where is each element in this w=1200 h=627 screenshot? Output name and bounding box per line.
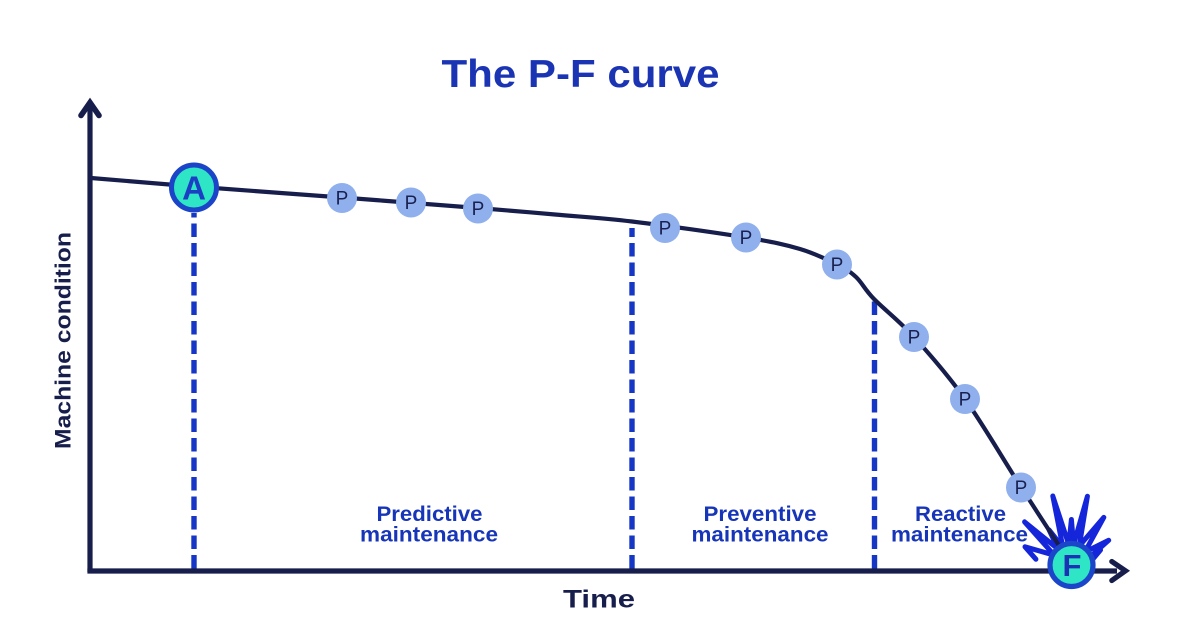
svg-text:F: F (1063, 548, 1082, 583)
svg-text:P: P (336, 189, 349, 210)
svg-text:Reactive: Reactive (915, 502, 1006, 526)
svg-text:maintenance: maintenance (891, 523, 1028, 547)
svg-text:A: A (182, 170, 206, 207)
svg-text:P: P (959, 390, 972, 411)
svg-text:P: P (659, 219, 672, 240)
svg-text:The P-F curve: The P-F curve (442, 53, 720, 96)
svg-text:maintenance: maintenance (360, 523, 498, 547)
svg-text:Predictive: Predictive (377, 502, 483, 526)
svg-text:P: P (472, 199, 485, 220)
svg-text:maintenance: maintenance (692, 523, 829, 547)
svg-text:P: P (908, 328, 921, 349)
svg-text:Preventive: Preventive (704, 502, 817, 526)
svg-text:P: P (740, 228, 753, 249)
svg-text:P: P (405, 193, 418, 214)
svg-text:Machine condition: Machine condition (51, 232, 76, 449)
svg-text:P: P (831, 255, 844, 276)
svg-text:P: P (1015, 478, 1028, 499)
svg-text:Time: Time (563, 586, 635, 614)
